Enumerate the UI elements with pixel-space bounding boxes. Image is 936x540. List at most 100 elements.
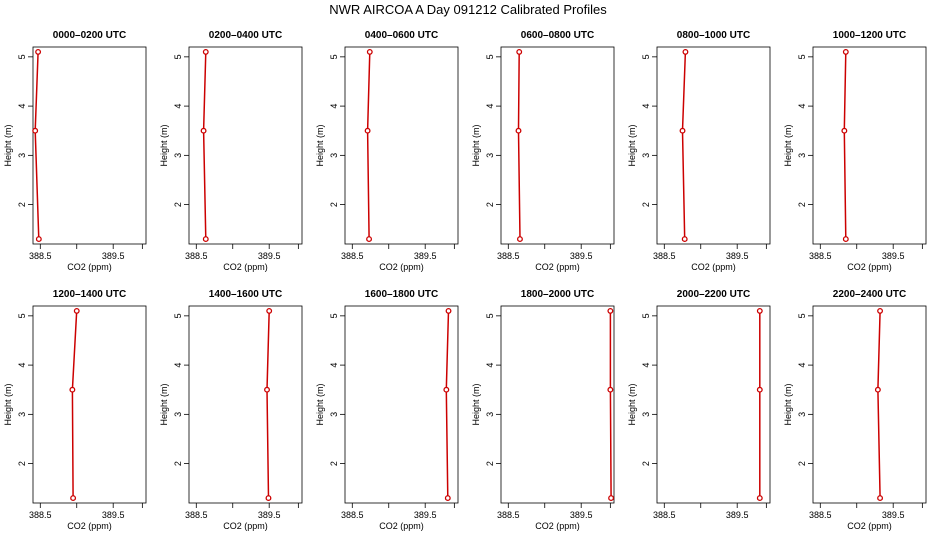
profile-point [69, 386, 76, 393]
plot-frame [656, 305, 771, 504]
profile-point [445, 307, 452, 314]
profile-line [843, 51, 847, 240]
y-tick-label: 4 [17, 104, 27, 109]
y-axis-label: Height (m) [3, 124, 13, 166]
y-tick-label: 4 [17, 363, 27, 368]
profile-point [877, 307, 884, 314]
profile-point [515, 127, 522, 134]
profile-point [264, 386, 270, 393]
x-tick-label: 389.5 [102, 251, 125, 261]
panel-title: 1000–1200 UTC [833, 30, 906, 41]
y-tick-label: 2 [329, 202, 339, 207]
profile-line [877, 310, 881, 499]
x-tick-label: 388.5 [497, 510, 520, 520]
y-tick-label: 5 [17, 54, 27, 59]
y-tick-label: 2 [173, 461, 183, 466]
y-tick-label: 2 [173, 202, 183, 207]
panel-title: 1200–1400 UTC [53, 289, 126, 300]
profile-point [756, 386, 763, 393]
panel-11: 2000–2200 UTC 388.5 389.5 2 3 4 5 Height (m) [627, 289, 771, 520]
y-tick-label: 5 [485, 54, 495, 59]
y-tick-label: 4 [485, 104, 495, 109]
y-tick-label: 2 [485, 461, 495, 466]
profile-point [517, 236, 523, 243]
x-axis-label: CO2 (ppm) [847, 521, 892, 531]
y-tick-label: 3 [485, 412, 495, 417]
y-tick-label: 5 [641, 313, 651, 318]
y-tick-label: 4 [173, 104, 183, 109]
profile-point [842, 236, 849, 243]
y-tick-label: 5 [641, 54, 651, 59]
plot-frame [344, 305, 459, 504]
profile-point [366, 48, 373, 55]
x-tick-label: 389.5 [258, 510, 281, 520]
y-tick-label: 5 [173, 54, 183, 59]
profile-point [200, 127, 207, 134]
y-tick-label: 5 [797, 54, 807, 59]
y-tick-label: 3 [641, 412, 651, 417]
y-tick-label: 3 [797, 412, 807, 417]
y-axis-label: Height (m) [159, 124, 169, 166]
x-tick-label: 389.5 [102, 510, 125, 520]
y-tick-label: 2 [641, 461, 651, 466]
x-tick-label: 388.5 [185, 251, 208, 261]
profile-line [266, 310, 270, 499]
x-tick-label: 389.5 [726, 510, 749, 520]
y-tick-label: 2 [797, 461, 807, 466]
y-tick-label: 3 [329, 412, 339, 417]
profile-point [756, 495, 763, 502]
plot-frame [656, 46, 771, 245]
y-tick-label: 3 [797, 153, 807, 158]
profile-point [841, 127, 848, 134]
profile-point [202, 236, 209, 243]
y-axis-label: Height (m) [159, 383, 169, 425]
y-axis-label: Height (m) [783, 383, 793, 425]
profile-point [756, 307, 763, 314]
y-tick-label: 3 [17, 412, 27, 417]
x-axis-label: CO2 (ppm) [223, 521, 268, 531]
profile-point [682, 48, 689, 55]
profile-point [681, 236, 688, 243]
y-tick-label: 4 [329, 104, 339, 109]
x-tick-label: 388.5 [497, 251, 520, 261]
x-tick-label: 389.5 [414, 510, 437, 520]
profile-point [608, 495, 615, 502]
x-axis-label: CO2 (ppm) [223, 262, 268, 272]
profile-point [607, 386, 614, 393]
profile-line [34, 51, 40, 240]
x-tick-label: 388.5 [653, 510, 676, 520]
profile-point [202, 48, 209, 55]
x-tick-label: 388.5 [29, 510, 52, 520]
profile-point [444, 495, 451, 502]
x-axis-label: CO2 (ppm) [847, 262, 892, 272]
profile-point [607, 307, 614, 314]
x-tick-label: 388.5 [185, 510, 208, 520]
y-tick-label: 2 [17, 461, 27, 466]
y-tick-label: 4 [797, 104, 807, 109]
x-tick-label: 388.5 [809, 251, 832, 261]
x-tick-label: 389.5 [570, 510, 593, 520]
x-tick-label: 389.5 [882, 510, 905, 520]
y-tick-label: 5 [485, 313, 495, 318]
y-tick-label: 5 [17, 313, 27, 318]
profile-line [366, 51, 371, 240]
x-axis-label: CO2 (ppm) [67, 262, 112, 272]
profile-point [877, 495, 884, 502]
y-axis-label: Height (m) [627, 383, 637, 425]
plot-frame [32, 305, 147, 504]
y-tick-label: 3 [173, 412, 183, 417]
panel-title: 2200–2400 UTC [833, 289, 906, 300]
x-axis-label: CO2 (ppm) [691, 262, 736, 272]
y-axis-label: Height (m) [627, 124, 637, 166]
y-tick-label: 3 [329, 153, 339, 158]
y-tick-label: 5 [797, 313, 807, 318]
y-tick-label: 5 [329, 313, 339, 318]
y-tick-label: 4 [641, 104, 651, 109]
x-tick-label: 389.5 [882, 251, 905, 261]
